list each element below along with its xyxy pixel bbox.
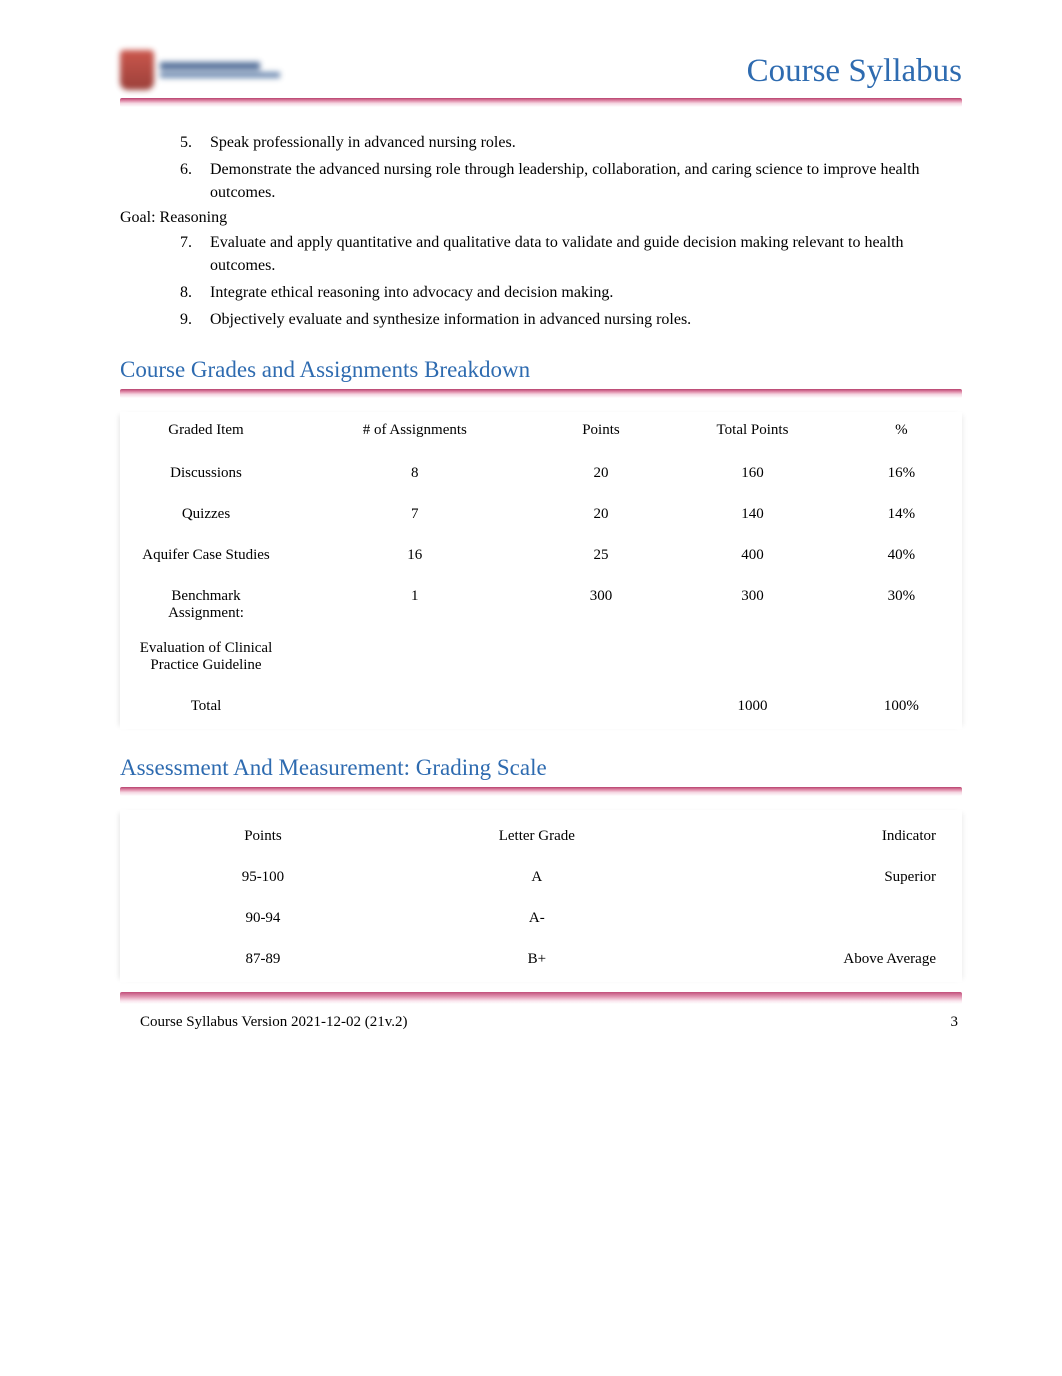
benchmark-title: Benchmark Assignment:	[168, 588, 244, 621]
table-row-total: Total 1000 100%	[126, 686, 956, 727]
list-item: 6.Demonstrate the advanced nursing role …	[180, 158, 962, 204]
institution-logo	[120, 50, 280, 90]
shield-icon	[120, 50, 154, 90]
page-title: Course Syllabus	[747, 53, 962, 90]
col-points: Points	[544, 416, 659, 453]
grades-table-wrap: Graded Item # of Assignments Points Tota…	[120, 412, 962, 729]
col-points: Points	[126, 816, 400, 857]
table-header-row: Graded Item # of Assignments Points Tota…	[126, 416, 956, 453]
footer-page-number: 3	[951, 1014, 959, 1031]
footer: Course Syllabus Version 2021-12-02 (21v.…	[120, 1004, 962, 1031]
header-row: Course Syllabus	[120, 50, 962, 90]
table-row: Discussions 8 20 160 16%	[126, 453, 956, 494]
goals-list-communication: 5.Speak professionally in advanced nursi…	[180, 131, 962, 205]
scale-heading: Assessment And Measurement: Grading Scal…	[120, 755, 962, 781]
grades-table: Graded Item # of Assignments Points Tota…	[126, 416, 956, 727]
table-row: 90-94 A-	[126, 898, 956, 939]
col-percent: %	[847, 416, 956, 453]
grading-scale-table: Points Letter Grade Indicator 95-100 A S…	[126, 816, 956, 980]
scale-table-wrap: Points Letter Grade Indicator 95-100 A S…	[120, 810, 962, 982]
benchmark-subtitle: Evaluation of Clinical Practice Guidelin…	[134, 640, 278, 674]
section-divider	[120, 389, 962, 398]
table-row: Aquifer Case Studies 16 25 400 40%	[126, 535, 956, 576]
list-item: 9.Objectively evaluate and synthesize in…	[180, 308, 962, 331]
footer-version: Course Syllabus Version 2021-12-02 (21v.…	[140, 1014, 407, 1031]
goal-label-reasoning: Goal: Reasoning	[120, 209, 962, 227]
section-divider	[120, 787, 962, 796]
table-row: 87-89 B+ Above Average	[126, 939, 956, 980]
list-item: 8.Integrate ethical reasoning into advoc…	[180, 281, 962, 304]
page: Course Syllabus 5.Speak professionally i…	[0, 0, 1062, 1071]
table-row: 95-100 A Superior	[126, 857, 956, 898]
list-item: 7.Evaluate and apply quantitative and qu…	[180, 231, 962, 277]
col-letter-grade: Letter Grade	[400, 816, 674, 857]
list-item: 5.Speak professionally in advanced nursi…	[180, 131, 962, 154]
goals-list-reasoning: 7.Evaluate and apply quantitative and qu…	[180, 231, 962, 332]
footer-divider	[120, 992, 962, 1004]
col-graded-item: Graded Item	[126, 416, 286, 453]
header-divider	[120, 98, 962, 107]
col-indicator: Indicator	[674, 816, 956, 857]
col-total-points: Total Points	[658, 416, 846, 453]
table-row: Benchmark Assignment: Evaluation of Clin…	[126, 576, 956, 686]
col-num-assignments: # of Assignments	[286, 416, 544, 453]
grades-heading: Course Grades and Assignments Breakdown	[120, 357, 962, 383]
table-row: Quizzes 7 20 140 14%	[126, 494, 956, 535]
table-header-row: Points Letter Grade Indicator	[126, 816, 956, 857]
